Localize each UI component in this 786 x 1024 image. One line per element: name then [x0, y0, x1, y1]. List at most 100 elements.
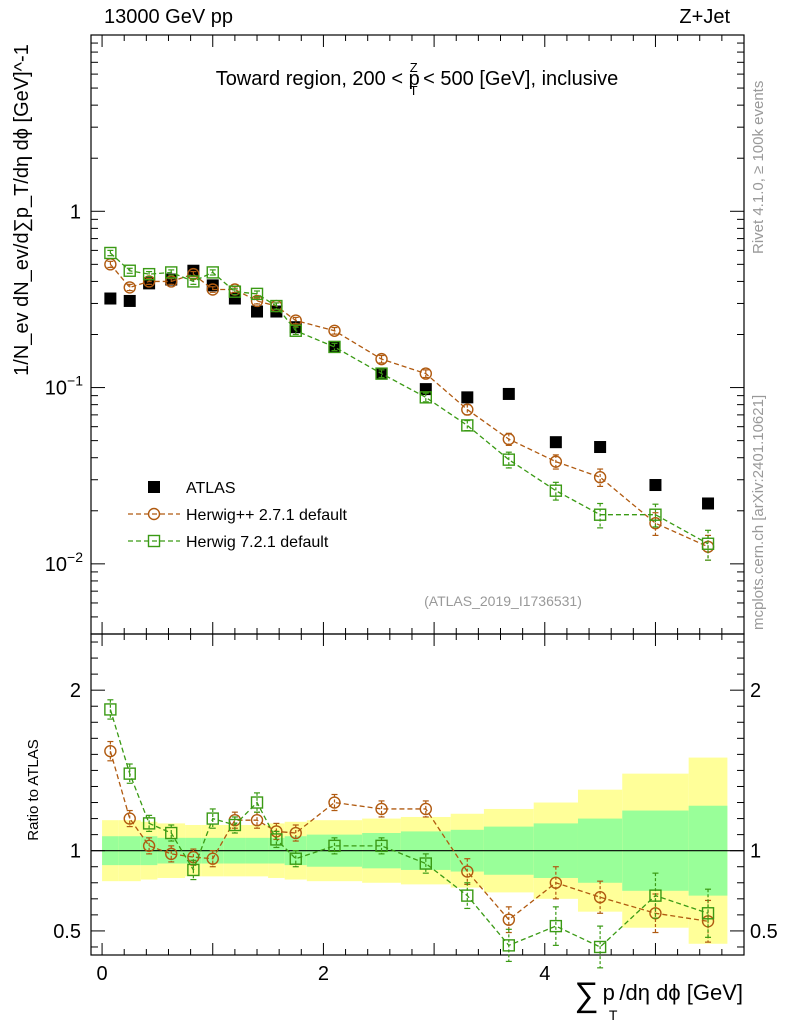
main-point-atlas: [461, 391, 474, 404]
y-tick-label-main: 10−1: [45, 373, 83, 400]
ratio-point-herwigpp: [502, 913, 516, 926]
ratio-point-herwig7: [123, 767, 136, 780]
main-point-herwigpp: [250, 294, 264, 308]
ratio-panel-frame: [90, 633, 745, 956]
y-tick-label-base: 10: [45, 554, 67, 576]
ratio-point-herwigpp: [649, 907, 662, 920]
main-point-herwig7: [549, 484, 563, 497]
x-axis-label: ∑ p T/dη dϕ [GeV]: [574, 976, 743, 1023]
y-axis-label-ratio: Ratio to ATLAS: [25, 739, 42, 840]
main-point-herwig7: [328, 340, 341, 354]
x-tick-label: 4: [539, 963, 550, 985]
main-point-herwig7: [165, 266, 178, 279]
main-point-atlas: [649, 479, 662, 492]
ratio-line-herwig7: [109, 709, 709, 948]
y-tick-label-base: 10: [45, 378, 67, 400]
y-axis-label-main: 1/N_ev dN_ev/d∑p_T/dη dϕ [GeV]^-1: [11, 44, 33, 376]
ratio-point-herwigpp: [375, 802, 388, 816]
legend-marker-herwigpp: [147, 507, 161, 521]
main-line-herwig7: [109, 252, 709, 545]
legend-marker-herwig7: [147, 534, 161, 548]
main-point-herwig7: [142, 267, 156, 281]
ratio-point-herwig7: [419, 857, 433, 870]
x-axis-label-sub: T: [609, 1007, 618, 1023]
plot-title-sup: Z: [410, 60, 418, 75]
ratio-point-herwigpp: [419, 802, 433, 816]
main-point-atlas: [228, 292, 241, 305]
ratio-point-herwig7: [701, 907, 715, 920]
analysis-watermark: (ATLAS_2019_I1736531): [424, 593, 582, 609]
y-tick-label-main: 1: [70, 201, 81, 223]
ratio-point-herwigpp: [206, 852, 219, 865]
main-point-atlas: [502, 387, 515, 400]
y-tick-label-ratio-right: 2: [750, 680, 761, 702]
main-point-herwigpp: [206, 283, 219, 296]
plot-title: Toward region, 200 < pZ T < 500 [GeV], in…: [216, 60, 619, 98]
main-point-herwigpp: [549, 455, 563, 468]
ratio-point-herwig7: [228, 818, 242, 832]
ratio-point-herwig7: [593, 940, 607, 954]
legend-label-herwigpp: Herwig++ 2.7.1 default: [186, 507, 348, 524]
x-tick-label: 0: [97, 963, 108, 985]
main-point-herwigpp: [289, 314, 302, 327]
main-point-herwigpp: [502, 432, 516, 446]
main-point-herwig7: [461, 419, 474, 432]
ratio-point-herwigpp: [289, 826, 302, 840]
ratio-point-herwig7: [270, 833, 283, 846]
ratio-point-herwig7: [328, 839, 341, 853]
ratio-point-herwig7: [104, 703, 117, 716]
main-point-herwig7: [104, 246, 117, 260]
legend-label-herwig7: Herwig 7.2.1 default: [186, 534, 329, 551]
x-axis-label-rest: /dη dϕ [GeV]: [619, 980, 743, 1005]
main-point-herwigpp: [419, 367, 433, 380]
main-point-herwigpp: [123, 281, 136, 294]
ratio-point-herwig7: [461, 889, 474, 902]
main-point-atlas: [702, 497, 715, 510]
plot-title-part: < 500 [GeV], inclusive: [418, 68, 619, 90]
main-point-herwig7: [649, 508, 662, 521]
main-point-herwigpp: [649, 517, 662, 530]
main-point-herwigpp: [375, 352, 388, 366]
main-point-herwigpp: [165, 275, 178, 288]
y-tick-label-ratio-left: 2: [70, 680, 81, 702]
main-point-herwigpp: [142, 275, 156, 288]
x-axis-label-sigma: ∑: [574, 976, 598, 1014]
ratio-point-herwig7: [549, 919, 563, 933]
main-point-herwigpp: [593, 471, 607, 484]
ratio-point-herwigpp: [165, 847, 178, 861]
main-point-herwigpp: [328, 324, 341, 337]
y-tick-label-exp: −1: [67, 373, 83, 389]
main-point-herwig7: [187, 275, 200, 288]
y-tick-label-ratio-left: 0.5: [53, 921, 81, 943]
y-tick-label-ratio-right: 0.5: [750, 921, 778, 943]
ratio-point-herwig7: [649, 889, 662, 902]
plot-title-part: Toward region, 200 < p: [216, 68, 420, 90]
main-point-herwig7: [701, 537, 715, 550]
legend-label-atlas: ATLAS: [186, 480, 236, 497]
main-point-herwig7: [289, 324, 302, 337]
y-tick-label-ratio-left: 1: [70, 841, 81, 863]
header-process-label: 13000 GeV pp: [104, 6, 233, 28]
ratio-point-herwigpp: [328, 796, 341, 809]
y-tick-label-ratio-right: 1: [750, 841, 761, 863]
x-tick-label: 2: [318, 963, 329, 985]
main-point-herwig7: [270, 299, 283, 313]
x-axis-label-p: p: [603, 980, 615, 1005]
ratio-point-herwigpp: [104, 744, 117, 758]
main-point-herwig7: [375, 367, 388, 380]
main-point-herwig7: [123, 264, 136, 277]
main-point-herwig7: [206, 266, 219, 279]
legend-marker-atlas: [148, 481, 160, 493]
main-point-atlas: [251, 305, 264, 318]
ratio-point-herwigpp: [461, 865, 474, 878]
ratio-point-herwig7: [502, 939, 516, 952]
main-point-herwig7: [419, 391, 433, 404]
plot-title-sub: T: [410, 83, 418, 98]
main-point-herwig7: [593, 508, 607, 521]
ratio-point-herwigpp: [549, 876, 563, 889]
ratio-point-herwigpp: [250, 813, 264, 827]
header-analysis-label: Z+Jet: [679, 6, 730, 28]
main-point-herwig7: [250, 287, 264, 301]
main-point-atlas: [549, 436, 562, 449]
